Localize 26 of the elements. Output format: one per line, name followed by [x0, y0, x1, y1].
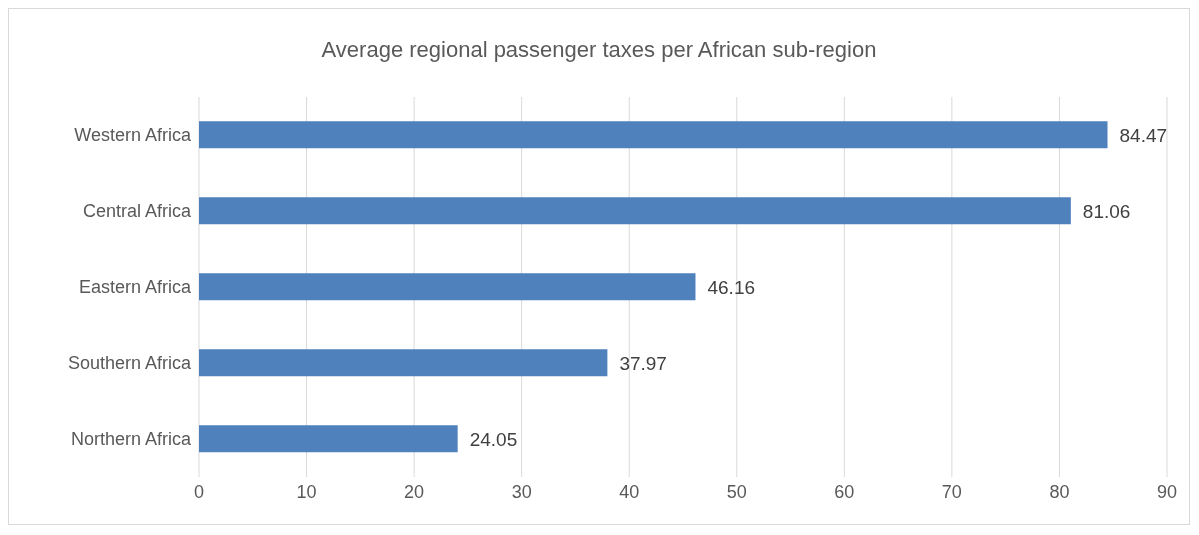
- x-tick-label: 0: [193, 481, 205, 502]
- y-tick-label: Central Africa: [82, 201, 192, 222]
- x-tick-label: 60: [834, 481, 855, 502]
- data-label: 24.05: [469, 428, 518, 450]
- x-tick-label: 90: [1156, 481, 1178, 502]
- data-label: 81.06: [1082, 200, 1131, 222]
- x-tick-label: 80: [1049, 481, 1070, 502]
- bar: [199, 197, 1071, 225]
- x-tick-label: 20: [404, 481, 425, 502]
- x-tick-label: 30: [511, 481, 532, 502]
- y-tick-label: Eastern Africa: [78, 277, 192, 298]
- bar: [199, 425, 458, 453]
- y-tick-label: Western Africa: [74, 125, 192, 146]
- bar: [199, 349, 608, 377]
- data-label: 37.97: [619, 352, 667, 374]
- bar: [199, 273, 696, 301]
- x-tick-label: 70: [941, 481, 962, 502]
- y-tick-label: Northern Africa: [70, 429, 192, 450]
- x-tick-label: 50: [726, 481, 747, 502]
- bar: [199, 121, 1108, 149]
- x-tick-label: 40: [619, 481, 640, 502]
- x-tick-label: 10: [296, 481, 317, 502]
- chart-title: Average regional passenger taxes per African sub-region: [320, 36, 878, 64]
- data-label: 46.16: [707, 276, 756, 298]
- data-label: 84.47: [1119, 124, 1168, 146]
- y-tick-label: Southern Africa: [67, 353, 192, 374]
